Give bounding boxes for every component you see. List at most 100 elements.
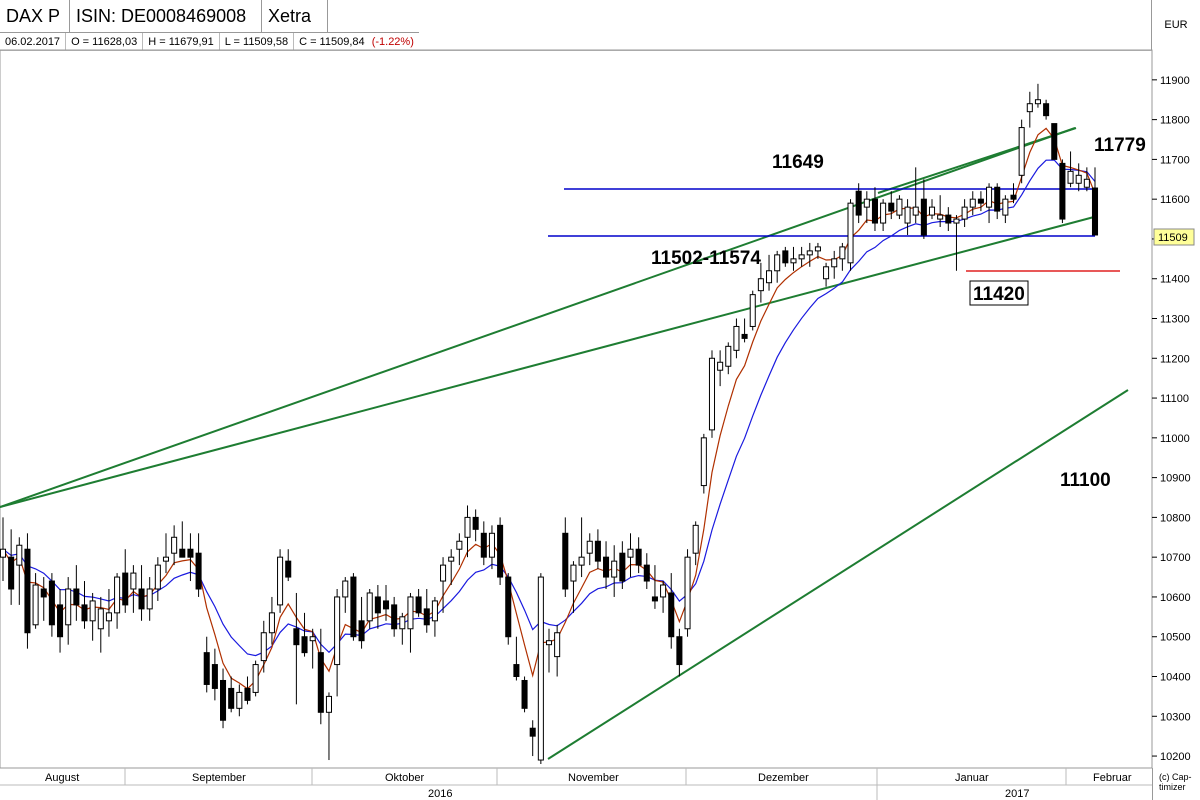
ohlc-close: C = 11509,84 (-1.22%) [294, 33, 419, 51]
lower-trendline [547, 389, 1129, 760]
candle-body [0, 548, 7, 558]
ohlc-change: (-1.22%) [371, 36, 414, 48]
candle-body [497, 524, 504, 578]
candle-body [40, 588, 47, 598]
candle-body [871, 198, 878, 224]
y-tick-label: 11400 [1160, 274, 1190, 286]
y-axis: 1190011800117001160011500114001130011200… [1151, 50, 1191, 768]
candle-body [611, 560, 618, 578]
candle-body [888, 202, 895, 212]
candle-body [651, 596, 658, 602]
candles [0, 83, 1099, 765]
candle-body [505, 576, 512, 638]
instrument-isin: ISIN: DE0008469008 [70, 0, 262, 32]
candle-body [285, 560, 292, 578]
candle-body [986, 186, 993, 208]
candle-body [619, 552, 626, 582]
candle-body [171, 536, 178, 554]
instrument-header: DAX P ISIN: DE0008469008 Xetra 06.02.201… [0, 0, 1152, 51]
ohlc-high: H = 11679,91 [143, 33, 220, 51]
candle-body [277, 556, 284, 606]
candle-body [554, 632, 561, 658]
month-label-november: November [568, 772, 619, 784]
candle-body [937, 214, 944, 220]
month-label-september: September [192, 772, 246, 784]
candle-body [570, 564, 577, 582]
candle-body [464, 516, 471, 538]
candle-body [195, 552, 202, 590]
candle-body [912, 206, 919, 216]
candle-body [945, 214, 952, 224]
ohlc-close-value: C = 11509,84 [299, 36, 365, 48]
candle-body [97, 608, 104, 630]
exchange-name: Xetra [262, 0, 328, 32]
annotation-11420-box [969, 280, 1029, 306]
candle-body [1051, 123, 1058, 160]
candle-body [896, 198, 903, 216]
candle-body [855, 190, 862, 216]
candle-body [73, 588, 80, 606]
channel-lower-line [0, 216, 1095, 508]
candle-body [57, 604, 64, 638]
candle-body [342, 580, 349, 598]
candle-body [130, 572, 137, 590]
candle-body [757, 278, 764, 292]
year-label-2017: 2017 [1005, 788, 1029, 800]
candle-body [407, 596, 414, 630]
candle-body [969, 198, 976, 208]
candle-body [105, 612, 112, 622]
y-tick-label: 11600 [1160, 194, 1190, 206]
y-tick-label: 11700 [1160, 154, 1190, 166]
candle-body [684, 556, 691, 630]
candle-body [138, 588, 145, 610]
candle-body [627, 548, 634, 558]
candle-body [423, 608, 430, 626]
candle-body [953, 218, 960, 224]
last-price-box [1153, 228, 1195, 246]
candle-body [961, 206, 968, 220]
y-tick-label: 11800 [1160, 115, 1190, 127]
ohlc-low: L = 11509,58 [220, 33, 295, 51]
candle-body [700, 437, 707, 487]
candle-body [1075, 174, 1082, 184]
last-price-label: 11509 [1158, 232, 1188, 244]
candle-body [594, 540, 601, 562]
moving-average-slow [2, 159, 1096, 657]
candle-body [89, 600, 96, 622]
candle-body [260, 632, 267, 662]
candle-body [603, 556, 610, 578]
candle-body [1018, 127, 1025, 176]
candle-body [431, 600, 438, 622]
y-tick-label: 10700 [1160, 552, 1191, 564]
candle-body [904, 206, 911, 224]
candle-body [334, 596, 341, 666]
candle-body [1043, 103, 1050, 117]
annotation-11502-11574: 11502-11574 [651, 248, 761, 269]
annotation-11649: 11649 [772, 152, 824, 173]
candle-body [749, 294, 756, 327]
month-label-dezember: Dezember [758, 772, 809, 784]
candle-body [994, 186, 1001, 212]
y-tick-label: 10200 [1160, 751, 1191, 763]
y-tick-label: 10500 [1160, 632, 1191, 644]
candle-body [415, 596, 422, 614]
candle-body [1034, 99, 1041, 105]
candle-body [977, 198, 984, 204]
candle-body [187, 548, 194, 558]
month-label-januar: Januar [955, 772, 989, 784]
ohlc-date: 06.02.2017 [0, 33, 67, 51]
candle-body [920, 198, 927, 236]
candle-body [831, 258, 838, 268]
candle-body [480, 532, 487, 558]
candle-body [708, 357, 716, 431]
candle-body [790, 258, 797, 264]
y-tick-label: 10400 [1160, 672, 1191, 684]
candle-body [374, 596, 381, 614]
candle-body [203, 652, 210, 685]
y-tick-label: 10600 [1160, 592, 1191, 604]
candle-body [440, 564, 447, 582]
candle-body [562, 532, 569, 590]
annotation-11420: 11420 [973, 284, 1025, 305]
candle-body [309, 636, 316, 642]
candle-body [521, 679, 528, 709]
